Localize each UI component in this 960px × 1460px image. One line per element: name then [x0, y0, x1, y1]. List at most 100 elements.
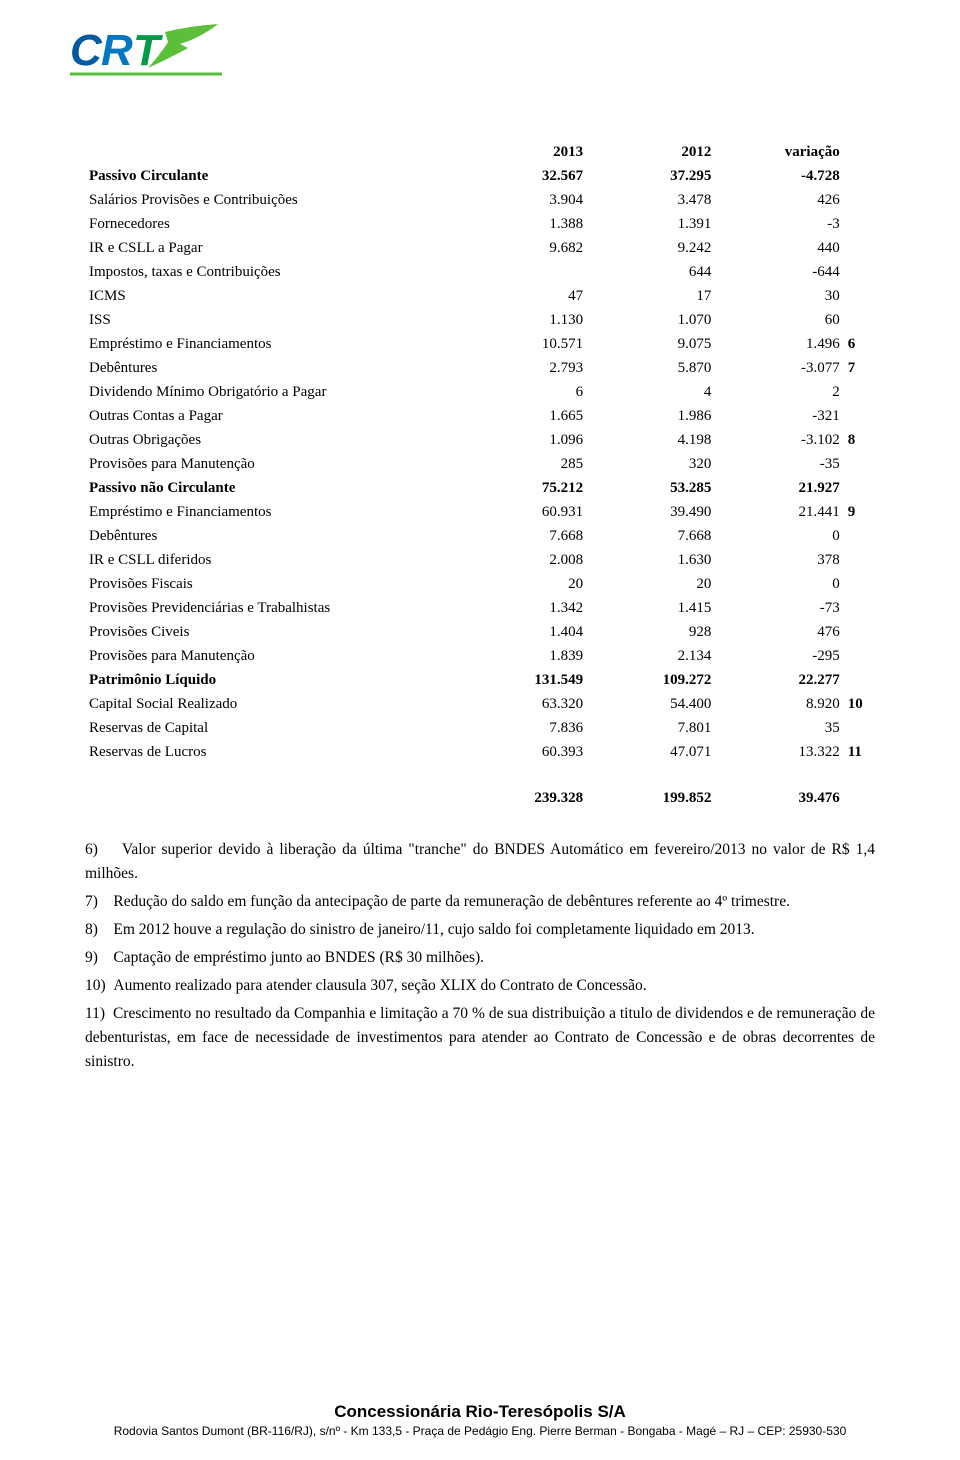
row-value: 2.793 [459, 356, 587, 380]
row-value: 928 [587, 620, 715, 644]
row-value: 9.682 [459, 236, 587, 260]
row-value: 32.567 [459, 164, 587, 188]
footer: Concessionária Rio-Teresópolis S/A Rodov… [0, 1402, 960, 1438]
row-value: 109.272 [587, 668, 715, 692]
row-label: Outras Obrigações [85, 428, 459, 452]
row-value: -4.728 [715, 164, 843, 188]
row-label: Passivo Circulante [85, 164, 459, 188]
table-row: Passivo não Circulante75.21253.28521.927 [85, 476, 875, 500]
total-2012: 199.852 [587, 786, 715, 810]
row-value: 1.665 [459, 404, 587, 428]
row-label: Salários Provisões e Contribuições [85, 188, 459, 212]
total-2013: 239.328 [459, 786, 587, 810]
table-row: Impostos, taxas e Contribuições 644-644 [85, 260, 875, 284]
row-value: 476 [715, 620, 843, 644]
row-label: Patrimônio Líquido [85, 668, 459, 692]
table-row: Provisões Fiscais20200 [85, 572, 875, 596]
table-row: ICMS471730 [85, 284, 875, 308]
row-note [844, 452, 875, 476]
total-table: 239.328 199.852 39.476 [85, 786, 875, 810]
row-value: 378 [715, 548, 843, 572]
row-value: 2.008 [459, 548, 587, 572]
row-label: Empréstimo e Financiamentos [85, 500, 459, 524]
row-note: 10 [844, 692, 875, 716]
row-value: 131.549 [459, 668, 587, 692]
row-label: Passivo não Circulante [85, 476, 459, 500]
row-value: 47 [459, 284, 587, 308]
table-row: Outras Obrigações1.0964.198-3.1028 [85, 428, 875, 452]
row-value: 3.904 [459, 188, 587, 212]
row-value: 1.070 [587, 308, 715, 332]
row-note: 6 [844, 332, 875, 356]
row-value: 644 [587, 260, 715, 284]
row-value: 60.931 [459, 500, 587, 524]
row-note [844, 548, 875, 572]
total-label [85, 786, 459, 810]
row-value: 60.393 [459, 740, 587, 764]
note-paragraph: 9) Captação de empréstimo junto ao BNDES… [85, 946, 875, 970]
row-value: 1.096 [459, 428, 587, 452]
row-value: 0 [715, 524, 843, 548]
total-variacao: 39.476 [715, 786, 843, 810]
table-row: Reservas de Capital7.8367.80135 [85, 716, 875, 740]
content-area: 2013 2012 variação Passivo Circulante32.… [85, 140, 875, 1074]
header-label [85, 140, 459, 164]
table-header-row: 2013 2012 variação [85, 140, 875, 164]
row-note [844, 308, 875, 332]
row-value: 1.415 [587, 596, 715, 620]
row-label: Reservas de Capital [85, 716, 459, 740]
row-value: 7.668 [587, 524, 715, 548]
row-label: Provisões para Manutenção [85, 452, 459, 476]
row-label: Provisões Civeis [85, 620, 459, 644]
note-paragraph: 8) Em 2012 houve a regulação do sinistro… [85, 918, 875, 942]
row-value: 1.839 [459, 644, 587, 668]
footer-company: Concessionária Rio-Teresópolis S/A [0, 1402, 960, 1422]
row-value: 35 [715, 716, 843, 740]
row-value: 3.478 [587, 188, 715, 212]
row-note [844, 596, 875, 620]
row-value: 60 [715, 308, 843, 332]
row-value: 7.668 [459, 524, 587, 548]
row-label: Capital Social Realizado [85, 692, 459, 716]
row-value: 21.927 [715, 476, 843, 500]
row-note [844, 572, 875, 596]
row-value: -644 [715, 260, 843, 284]
table-row: Capital Social Realizado63.32054.4008.92… [85, 692, 875, 716]
footer-address: Rodovia Santos Dumont (BR-116/RJ), s/nº … [0, 1424, 960, 1438]
row-label: Dividendo Mínimo Obrigatório a Pagar [85, 380, 459, 404]
row-value: 13.322 [715, 740, 843, 764]
table-row: Salários Provisões e Contribuições3.9043… [85, 188, 875, 212]
table-row: Passivo Circulante32.56737.295-4.728 [85, 164, 875, 188]
row-label: Fornecedores [85, 212, 459, 236]
note-paragraph: 11) Crescimento no resultado da Companhi… [85, 1002, 875, 1074]
row-label: IR e CSLL a Pagar [85, 236, 459, 260]
row-value: 8.920 [715, 692, 843, 716]
row-label: Debêntures [85, 524, 459, 548]
row-value: 9.242 [587, 236, 715, 260]
row-note [844, 188, 875, 212]
row-note [844, 620, 875, 644]
row-label: Provisões Fiscais [85, 572, 459, 596]
row-value: 1.342 [459, 596, 587, 620]
row-note [844, 164, 875, 188]
row-value: 2 [715, 380, 843, 404]
row-value: 1.388 [459, 212, 587, 236]
row-note [844, 404, 875, 428]
note-paragraph: 6) Valor superior devido à liberação da … [85, 838, 875, 886]
note-paragraph: 10) Aumento realizado para atender claus… [85, 974, 875, 998]
row-note [844, 212, 875, 236]
row-value: 440 [715, 236, 843, 260]
row-label: Provisões para Manutenção [85, 644, 459, 668]
row-value: 5.870 [587, 356, 715, 380]
row-label: Impostos, taxas e Contribuições [85, 260, 459, 284]
row-label: Debêntures [85, 356, 459, 380]
header-2012: 2012 [587, 140, 715, 164]
row-label: Reservas de Lucros [85, 740, 459, 764]
row-value: 1.404 [459, 620, 587, 644]
svg-text:C: C [70, 26, 103, 75]
row-value: 1.630 [587, 548, 715, 572]
row-note [844, 668, 875, 692]
table-row: Reservas de Lucros60.39347.07113.32211 [85, 740, 875, 764]
row-label: ISS [85, 308, 459, 332]
row-value: 53.285 [587, 476, 715, 500]
